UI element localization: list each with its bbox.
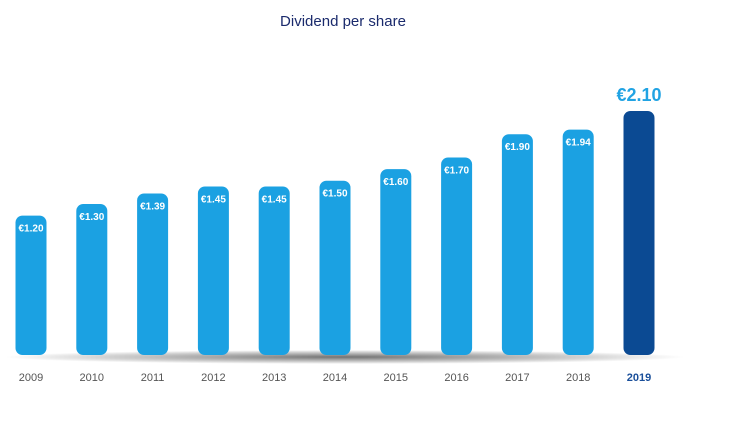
x-tick-2012: 2012 [201,372,225,384]
x-tick-2018: 2018 [566,372,590,384]
value-label-2011: €1.39 [140,202,165,213]
bar-2018 [562,129,594,355]
value-label-group: €1.20 €1.30 €1.39 €1.45 €1.45 €1.50 €1.60 €1.70… [18,85,661,235]
x-tick-2014: 2014 [323,372,347,384]
x-tick-2010: 2010 [80,372,104,384]
value-label-2019: €2.10 [616,85,661,105]
x-tick-2017: 2017 [505,372,529,384]
x-tick-2013: 2013 [262,372,286,384]
bar-2017 [501,134,533,355]
x-tick-2015: 2015 [384,372,408,384]
bar-2012 [197,186,229,355]
x-tick-2009: 2009 [19,372,43,384]
bar-2015 [380,169,412,355]
value-label-2013: €1.45 [262,195,287,206]
bar-2011 [137,193,169,355]
bar-group [15,111,655,355]
bar-2019 [623,111,655,355]
x-axis-ticks: 2009 2010 2011 2012 2013 2014 2015 2016 2017 2018… [19,372,651,384]
value-label-2010: €1.30 [79,212,104,223]
value-label-2014: €1.50 [322,189,347,200]
bar-2014 [319,180,351,355]
x-tick-2019: 2019 [627,372,651,384]
bar-2016 [441,157,473,355]
value-label-2012: €1.45 [201,195,226,206]
bar-2010 [76,204,108,355]
x-tick-2016: 2016 [444,372,468,384]
value-label-2015: €1.60 [383,177,408,188]
bar-2009 [15,215,47,355]
value-label-2017: €1.90 [505,142,530,153]
x-tick-2011: 2011 [141,372,165,384]
value-label-2009: €1.20 [18,224,43,235]
chart-title: Dividend per share [280,13,406,30]
value-label-2016: €1.70 [444,166,469,177]
bar-2013 [258,186,290,355]
value-label-2018: €1.94 [566,138,591,149]
